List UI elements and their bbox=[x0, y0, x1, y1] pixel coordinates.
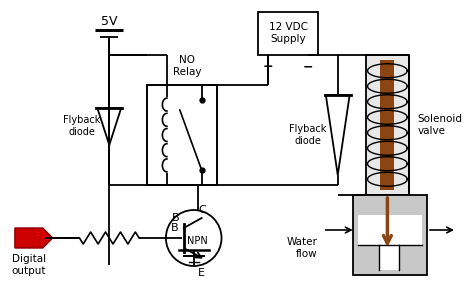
Bar bbox=[365, 55, 409, 195]
Text: −: − bbox=[303, 60, 313, 73]
Polygon shape bbox=[15, 228, 53, 248]
Text: 12 VDC
Supply: 12 VDC Supply bbox=[269, 22, 308, 44]
Bar bbox=[353, 195, 427, 275]
Bar bbox=[357, 215, 422, 245]
Text: Flyback
diode: Flyback diode bbox=[289, 124, 327, 146]
Text: B: B bbox=[171, 223, 179, 233]
Text: Flyback
diode: Flyback diode bbox=[63, 115, 100, 137]
Text: +: + bbox=[263, 60, 273, 73]
Bar bbox=[258, 12, 318, 55]
Text: E: E bbox=[198, 268, 205, 278]
Text: NO
Relay: NO Relay bbox=[173, 55, 201, 77]
Text: Solenoid
valve: Solenoid valve bbox=[417, 114, 462, 136]
Text: Digital
output: Digital output bbox=[11, 254, 46, 276]
Text: B: B bbox=[172, 213, 180, 223]
Bar bbox=[147, 85, 217, 185]
Bar bbox=[380, 245, 399, 270]
Text: C: C bbox=[199, 205, 206, 215]
Text: NPN: NPN bbox=[187, 236, 208, 246]
Bar bbox=[381, 60, 394, 190]
Text: Water
flow: Water flow bbox=[287, 237, 318, 259]
Text: 5V: 5V bbox=[101, 15, 118, 28]
